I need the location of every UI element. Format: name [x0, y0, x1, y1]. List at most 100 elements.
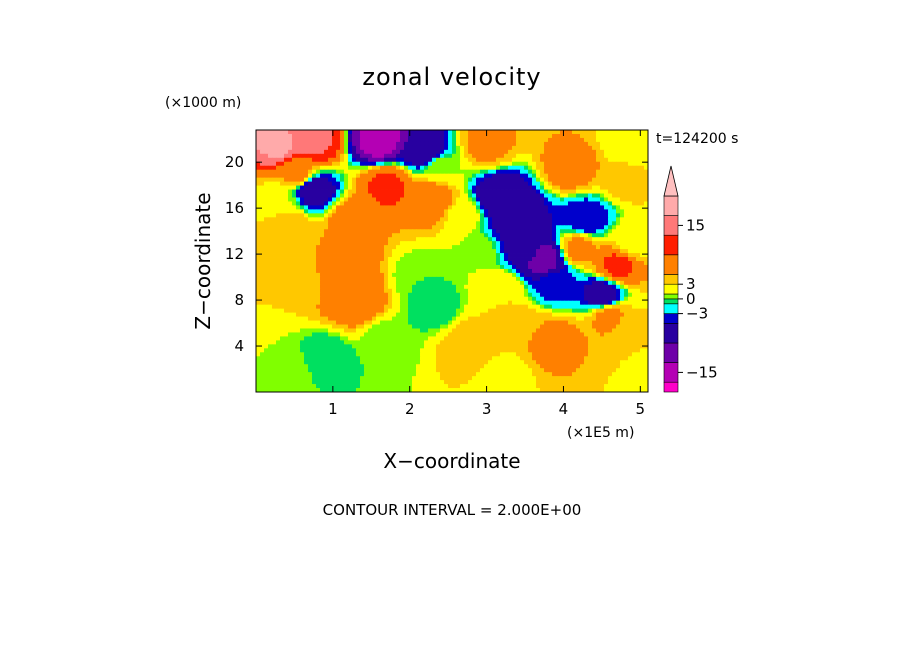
field-cell — [572, 161, 577, 167]
field-cell — [312, 157, 317, 163]
field-cell — [560, 257, 565, 262]
field-cell — [488, 292, 493, 298]
field-cell — [312, 141, 317, 147]
field-cell — [592, 237, 597, 242]
field-cell — [416, 316, 421, 321]
field-cell — [280, 249, 285, 254]
field-cell — [332, 141, 337, 147]
field-cell — [512, 217, 517, 222]
field-cell — [264, 312, 269, 317]
field-cell — [580, 221, 585, 226]
field-cell — [476, 257, 481, 262]
field-cell — [516, 300, 521, 306]
field-cell — [468, 197, 473, 202]
field-cell — [428, 153, 433, 159]
field-cell — [508, 312, 513, 317]
field-cell — [368, 245, 373, 250]
field-cell — [604, 257, 609, 262]
field-cell — [580, 328, 585, 333]
field-cell — [592, 197, 597, 202]
field-cell — [424, 137, 429, 143]
field-cell — [584, 276, 589, 282]
field-cell — [464, 245, 469, 250]
field-cell — [612, 130, 617, 135]
field-cell — [492, 221, 497, 226]
field-cell — [504, 161, 509, 167]
field-cell — [256, 268, 261, 274]
field-cell — [544, 288, 549, 294]
field-cell — [560, 165, 565, 171]
field-cell — [452, 177, 457, 183]
field-cell — [420, 253, 425, 258]
field-cell — [552, 221, 557, 226]
field-cell — [420, 280, 425, 286]
field-cell — [552, 229, 557, 234]
field-cell — [444, 276, 449, 282]
field-cell — [600, 268, 605, 274]
field-cell — [404, 284, 409, 290]
field-cell — [448, 197, 453, 202]
field-cell — [592, 153, 597, 159]
field-cell — [508, 296, 513, 302]
field-cell — [580, 193, 585, 198]
field-cell — [292, 316, 297, 321]
field-cell — [412, 312, 417, 317]
field-cell — [596, 324, 601, 329]
field-cell — [580, 264, 585, 270]
field-cell — [468, 288, 473, 294]
field-cell — [496, 229, 501, 234]
field-cell — [460, 268, 465, 274]
field-cell — [636, 312, 641, 317]
field-cell — [400, 213, 405, 218]
field-cell — [428, 193, 433, 198]
field-cell — [624, 145, 629, 151]
field-cell — [276, 284, 281, 290]
field-cell — [568, 280, 573, 286]
field-cell — [460, 177, 465, 183]
field-cell — [636, 268, 641, 274]
field-cell — [540, 165, 545, 171]
field-cell — [312, 193, 317, 198]
field-cell — [544, 272, 549, 278]
field-cell — [308, 133, 313, 139]
field-cell — [612, 320, 617, 325]
field-cell — [576, 225, 581, 230]
field-cell — [400, 201, 405, 206]
field-cell — [436, 173, 441, 179]
field-cell — [560, 233, 565, 238]
field-cell — [316, 145, 321, 151]
field-cell — [308, 205, 313, 210]
field-cell — [604, 280, 609, 286]
field-cell — [480, 189, 485, 194]
field-cell — [328, 201, 333, 206]
field-cell — [564, 280, 569, 286]
field-cell — [584, 157, 589, 163]
field-cell — [644, 161, 649, 167]
field-cell — [468, 177, 473, 183]
field-cell — [504, 153, 509, 159]
field-cell — [596, 245, 601, 250]
field-cell — [460, 161, 465, 167]
field-cell — [604, 225, 609, 230]
field-cell — [476, 237, 481, 242]
field-cell — [272, 185, 277, 190]
field-cell — [320, 324, 325, 329]
field-cell — [572, 157, 577, 163]
field-cell — [484, 237, 489, 242]
field-cell — [348, 225, 353, 230]
field-cell — [412, 225, 417, 230]
field-cell — [508, 209, 513, 214]
field-cell — [552, 133, 557, 139]
field-cell — [372, 169, 377, 175]
field-cell — [268, 217, 273, 222]
field-cell — [280, 324, 285, 329]
field-cell — [544, 141, 549, 147]
field-cell — [536, 296, 541, 302]
field-cell — [436, 249, 441, 254]
field-cell — [308, 193, 313, 198]
field-cell — [476, 300, 481, 306]
field-cell — [392, 233, 397, 238]
field-cell — [640, 284, 645, 290]
field-cell — [456, 161, 461, 167]
field-cell — [452, 157, 457, 163]
